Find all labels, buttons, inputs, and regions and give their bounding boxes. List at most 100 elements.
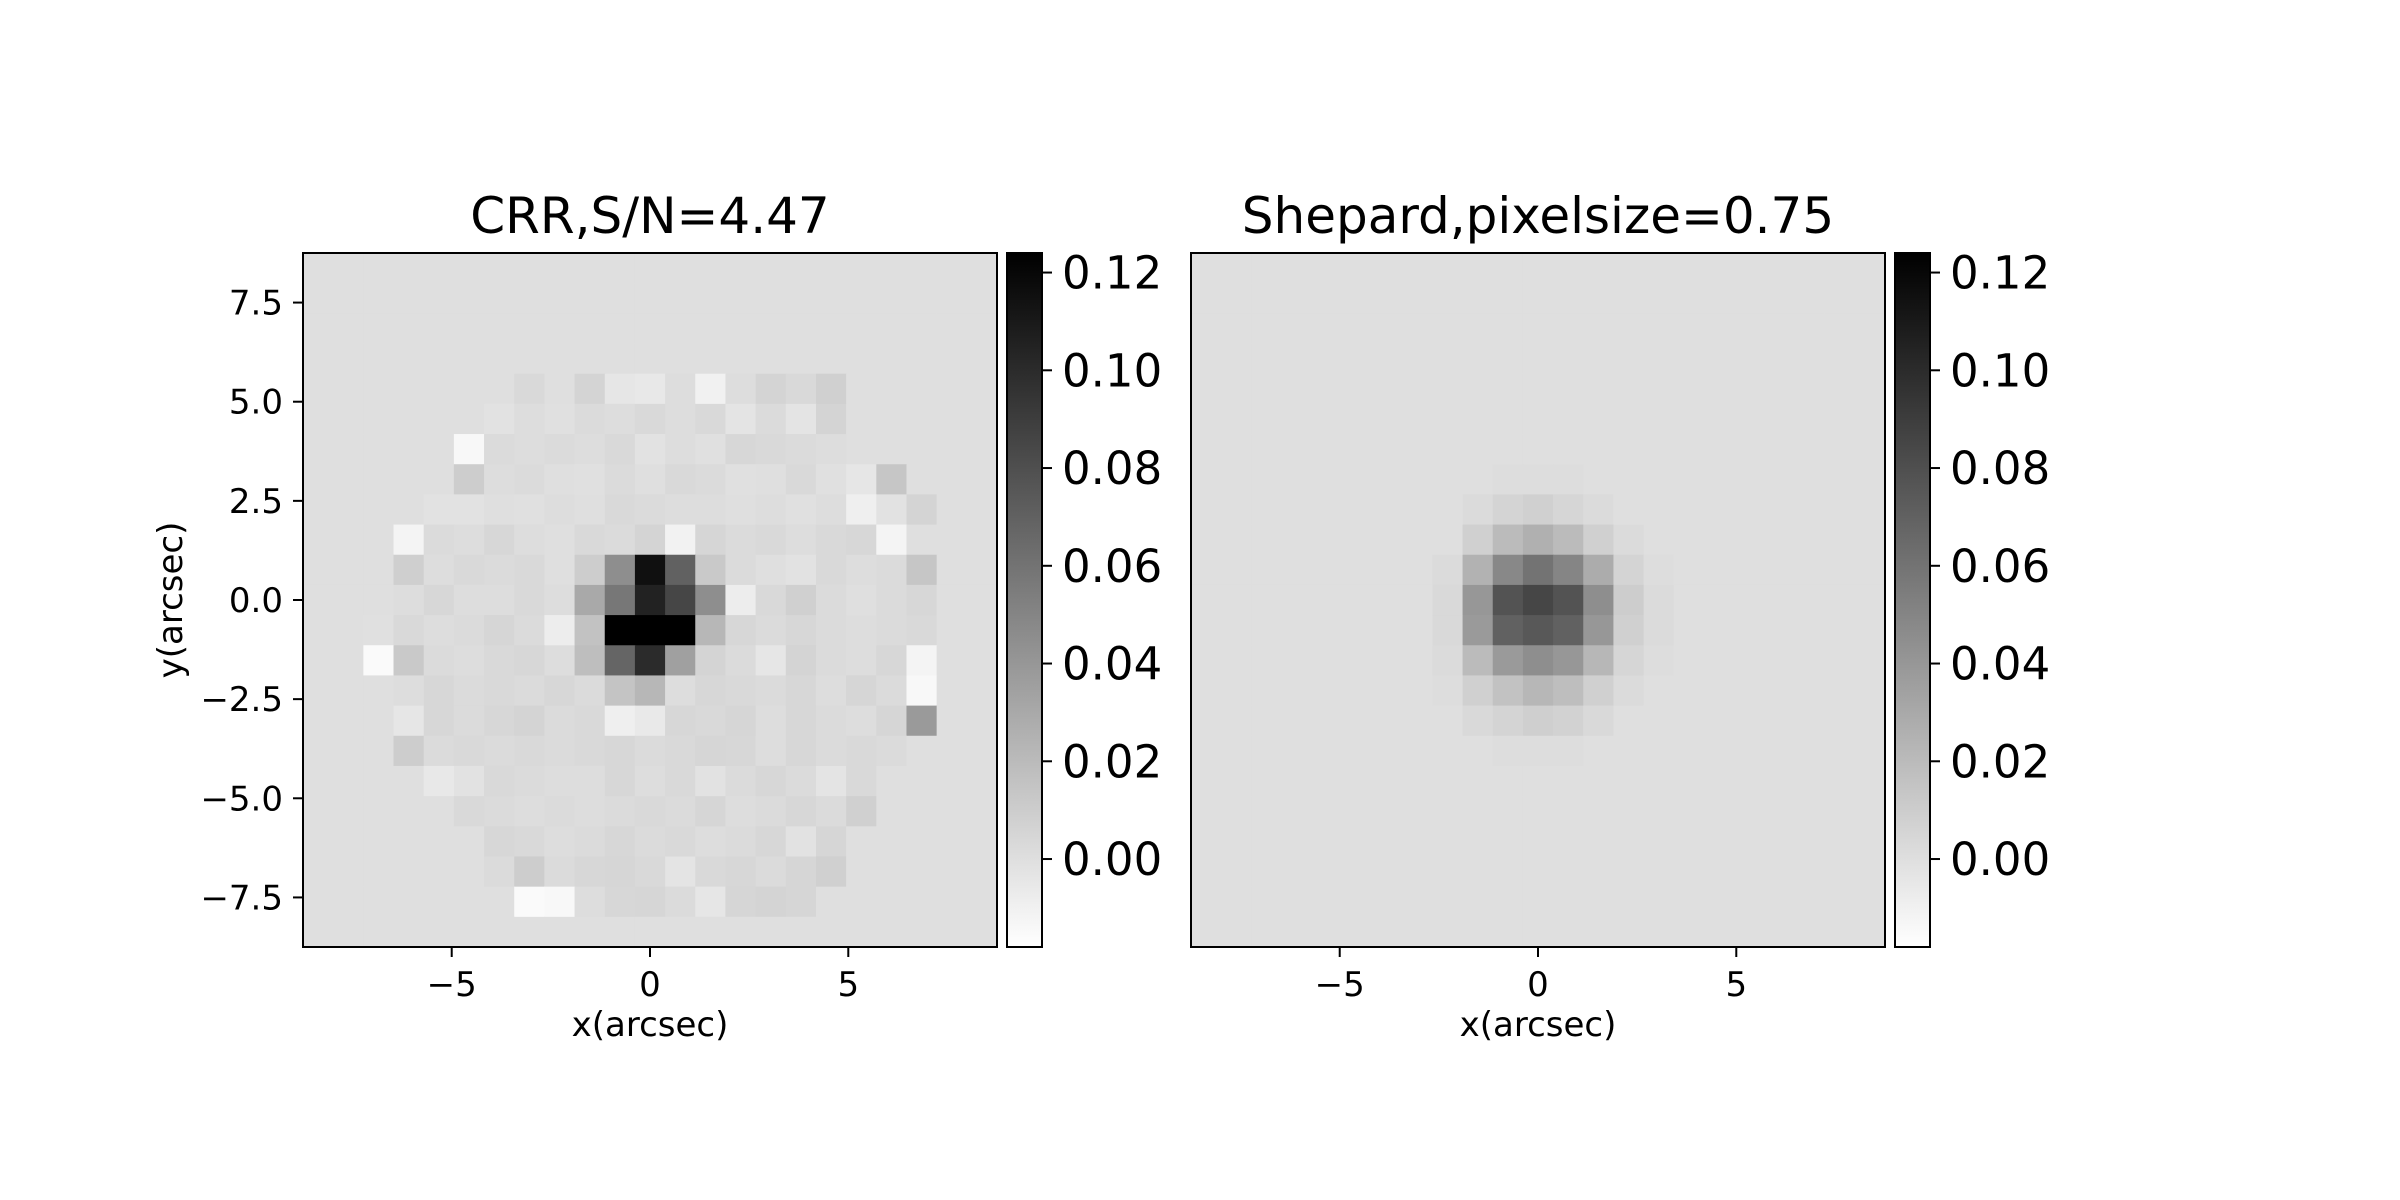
heatmap-cell xyxy=(936,283,968,314)
heatmap-cell xyxy=(393,494,425,526)
heatmap-cell xyxy=(1402,615,1433,646)
heatmap-cell xyxy=(423,524,455,556)
heatmap-cell xyxy=(936,554,968,586)
heatmap-cell xyxy=(604,615,636,646)
heatmap-cell xyxy=(574,826,606,858)
heatmap-cell xyxy=(876,343,908,375)
heatmap-cell xyxy=(936,464,968,495)
heatmap-cell xyxy=(303,434,334,465)
heatmap-cell xyxy=(604,856,636,888)
heatmap-cell xyxy=(574,705,606,737)
heatmap-cell xyxy=(695,373,727,405)
heatmap-cell xyxy=(544,373,576,405)
y-axis: 7.5 5.0 2.5 0.0 −2.5 −5.0 −7.5 xyxy=(200,284,303,918)
heatmap-cell xyxy=(1553,796,1584,827)
heatmap-cell xyxy=(1794,735,1826,767)
heatmap-cell xyxy=(1341,584,1373,616)
heatmap-cell xyxy=(755,796,787,827)
heatmap-cell xyxy=(725,675,757,707)
heatmap-cell xyxy=(1643,434,1675,465)
heatmap-cell xyxy=(1734,283,1765,314)
heatmap-cell xyxy=(1824,826,1856,858)
heatmap-cell xyxy=(1492,554,1524,586)
colorbar-tick-label: 0.08 xyxy=(1062,442,1162,495)
heatmap-cell xyxy=(1643,735,1675,767)
heatmap-cell xyxy=(1492,735,1524,767)
heatmap-cell xyxy=(1854,584,1886,616)
heatmap-cell xyxy=(695,494,727,526)
heatmap-cell xyxy=(815,494,847,526)
heatmap-cell xyxy=(665,615,696,646)
heatmap-cell xyxy=(906,615,938,646)
heatmap-cell xyxy=(665,494,696,526)
heatmap-cell xyxy=(665,524,696,556)
heatmap-cell xyxy=(1251,313,1283,345)
heatmap-cell xyxy=(755,645,787,677)
heatmap-cell xyxy=(1703,253,1735,284)
heatmap-cell xyxy=(1854,343,1886,375)
heatmap-cell xyxy=(665,464,696,495)
heatmap-cell xyxy=(303,645,334,677)
heatmap-cell xyxy=(303,584,334,616)
heatmap-cell xyxy=(1613,826,1645,858)
heatmap-cell xyxy=(1462,343,1494,375)
heatmap-cell xyxy=(1341,494,1373,526)
heatmap-cell xyxy=(1402,826,1433,858)
y-tick-label: 2.5 xyxy=(229,482,283,522)
heatmap-cell xyxy=(1191,554,1222,586)
heatmap-cell xyxy=(1734,373,1765,405)
heatmap-cell xyxy=(1703,796,1735,827)
heatmap-cell xyxy=(1643,253,1675,284)
heatmap-cell xyxy=(1673,584,1705,616)
heatmap-cell xyxy=(815,584,847,616)
heatmap-cell xyxy=(665,434,696,465)
heatmap-cell xyxy=(1764,886,1796,918)
heatmap-cell xyxy=(846,434,877,465)
heatmap-cell xyxy=(1462,524,1494,556)
heatmap-cell xyxy=(725,343,757,375)
heatmap-cell xyxy=(544,735,576,767)
heatmap-cell xyxy=(1824,373,1856,405)
heatmap-cell xyxy=(906,916,938,948)
heatmap-cell xyxy=(1643,464,1675,495)
heatmap-cell xyxy=(1703,343,1735,375)
heatmap-cell xyxy=(1281,735,1313,767)
heatmap-cell xyxy=(755,253,787,284)
heatmap-cell xyxy=(1311,524,1343,556)
heatmap-cell xyxy=(574,765,606,797)
heatmap-cell xyxy=(846,494,877,526)
heatmap-cell xyxy=(544,886,576,918)
heatmap-cell xyxy=(906,856,938,888)
heatmap-cell xyxy=(393,645,425,677)
heatmap-cell xyxy=(1191,765,1222,797)
heatmap-cell xyxy=(1372,765,1403,797)
heatmap-cell xyxy=(966,705,998,737)
heatmap-cell xyxy=(1311,584,1343,616)
heatmap-cell xyxy=(1522,615,1554,646)
heatmap-cell xyxy=(846,253,877,284)
heatmap-cell xyxy=(1703,283,1735,314)
heatmap-cell xyxy=(544,796,576,827)
heatmap-cell xyxy=(634,584,666,616)
heatmap-cell xyxy=(1824,584,1856,616)
heatmap-cell xyxy=(1311,916,1343,948)
heatmap-cell xyxy=(1281,796,1313,827)
heatmap-cell xyxy=(574,524,606,556)
heatmap-cell xyxy=(1462,735,1494,767)
heatmap-cell xyxy=(906,705,938,737)
heatmap-cell xyxy=(1492,283,1524,314)
heatmap-cell xyxy=(1432,313,1464,345)
heatmap-cell xyxy=(1583,735,1615,767)
heatmap-cell xyxy=(1191,253,1222,284)
heatmap-cell xyxy=(634,916,666,948)
heatmap-cell xyxy=(695,916,727,948)
heatmap-cell xyxy=(544,554,576,586)
y-tick-label: −5.0 xyxy=(200,779,283,819)
heatmap-cell xyxy=(846,856,877,888)
heatmap-cell xyxy=(665,856,696,888)
heatmap-cell xyxy=(303,705,334,737)
heatmap-cell xyxy=(1402,253,1433,284)
heatmap-cell xyxy=(363,343,395,375)
heatmap-cell xyxy=(695,735,727,767)
heatmap-cell xyxy=(815,373,847,405)
